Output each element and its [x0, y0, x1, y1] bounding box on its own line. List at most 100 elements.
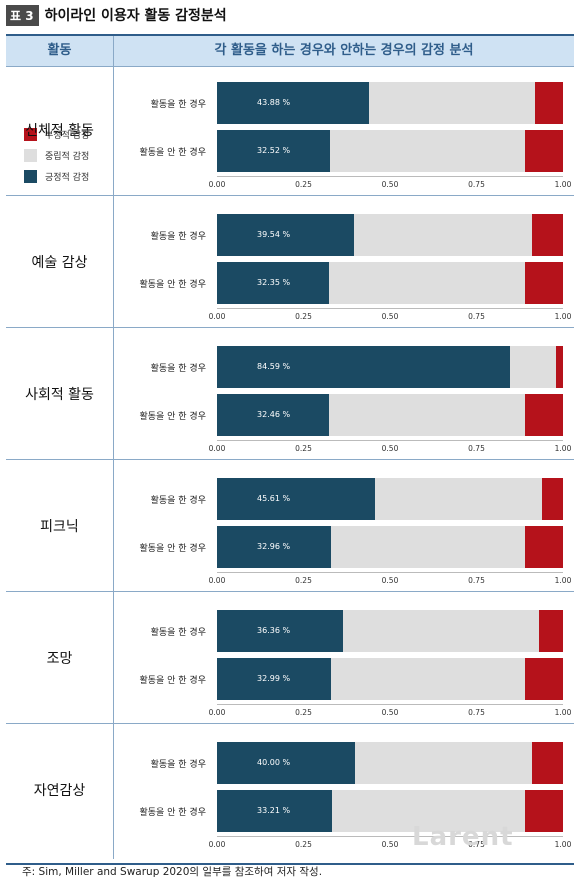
x-tick-label: 0.75	[468, 312, 485, 321]
data-label: 32.46 %	[257, 410, 291, 419]
x-axis-line	[217, 572, 563, 573]
x-tick-label: 0.75	[468, 180, 485, 189]
bar-positive	[217, 790, 332, 832]
legend-swatch-neutral	[24, 149, 37, 162]
x-tick-label: 0.50	[381, 840, 399, 849]
bar-negative	[524, 130, 563, 172]
x-tick-label: 0.25	[295, 444, 312, 453]
activity-label: 예술 감상	[31, 255, 88, 271]
row-label: 활동을 한 경우	[150, 100, 206, 110]
row-label: 활동을 안 한 경우	[139, 544, 206, 554]
bar-negative	[535, 82, 563, 124]
x-tick-label: 0.00	[208, 180, 226, 189]
x-tick-label: 0.75	[468, 576, 485, 585]
legend-item-positive: 긍정적 감정	[24, 166, 89, 187]
legend-label-negative: 부정적 감정	[45, 131, 90, 141]
activity-label: 조망	[46, 651, 73, 667]
x-tick-label: 1.00	[554, 444, 572, 453]
table-title-row: 표 3 하이라인 이용자 활동 감정분석	[6, 4, 227, 26]
x-tick-label: 1.00	[554, 312, 572, 321]
bar-neutral	[329, 394, 525, 436]
x-tick-label: 0.75	[468, 444, 485, 453]
row-label: 활동을 한 경우	[150, 364, 206, 374]
bar-neutral	[331, 526, 525, 568]
panel-separator	[6, 591, 574, 592]
x-axis-line	[217, 440, 563, 441]
data-label: 43.88 %	[257, 98, 291, 107]
x-tick-label: 0.50	[381, 312, 399, 321]
activity-label: 자연감상	[33, 783, 86, 799]
panel-separator	[6, 327, 574, 328]
data-label: 32.99 %	[257, 674, 291, 683]
x-tick-label: 0.00	[208, 444, 226, 453]
legend-label-positive: 긍정적 감정	[45, 173, 90, 183]
bar-positive	[217, 130, 330, 172]
header-activity: 활동	[6, 36, 114, 66]
table-header: 활동 각 활동을 하는 경우와 안하는 경우의 감정 분석	[6, 36, 574, 67]
x-tick-label: 0.50	[381, 708, 399, 717]
row-label: 활동을 안 한 경우	[139, 148, 206, 158]
x-tick-label: 0.75	[468, 708, 485, 717]
bar-neutral	[331, 658, 525, 700]
activity-label: 사회적 활동	[25, 387, 94, 403]
data-label: 84.59 %	[257, 362, 291, 371]
data-label: 33.21 %	[257, 806, 291, 815]
bar-positive	[217, 478, 375, 520]
data-label: 39.54 %	[257, 230, 291, 239]
data-label: 45.61 %	[257, 494, 291, 503]
legend-label-neutral: 중립적 감정	[45, 152, 90, 162]
table-frame: 활동 각 활동을 하는 경우와 안하는 경우의 감정 분석	[6, 34, 574, 865]
panel-separator	[6, 723, 574, 724]
bar-positive	[217, 526, 332, 568]
data-label: 32.96 %	[257, 542, 291, 551]
bar-neutral	[328, 262, 525, 304]
x-tick-label: 0.50	[381, 444, 399, 453]
x-axis-line	[217, 308, 563, 309]
bar-negative	[556, 346, 563, 388]
bar-neutral	[368, 82, 536, 124]
table-number-tag: 표 3	[6, 4, 39, 26]
bar-neutral	[353, 214, 532, 256]
bar-positive	[217, 610, 343, 652]
row-label: 활동을 한 경우	[150, 628, 206, 638]
x-axis-line	[217, 176, 563, 177]
data-label: 32.52 %	[257, 146, 291, 155]
x-tick-label: 1.00	[554, 708, 572, 717]
x-tick-label: 0.25	[295, 840, 312, 849]
bar-neutral	[509, 346, 557, 388]
bar-positive	[217, 742, 356, 784]
watermark-logo: Larent	[412, 822, 514, 852]
bar-positive	[217, 658, 332, 700]
column-divider	[113, 64, 114, 859]
bar-neutral	[329, 130, 525, 172]
row-label: 활동을 한 경우	[150, 496, 206, 506]
x-tick-label: 0.25	[295, 180, 312, 189]
data-label: 36.36 %	[257, 626, 291, 635]
bar-positive	[217, 262, 329, 304]
x-tick-label: 0.75	[468, 840, 485, 849]
activity-label: 신체적 활동	[25, 123, 94, 139]
bar-negative	[524, 658, 563, 700]
x-tick-label: 0.00	[208, 708, 226, 717]
x-tick-label: 0.50	[381, 576, 399, 585]
legend-swatch-negative	[24, 128, 37, 141]
x-tick-label: 1.00	[554, 180, 572, 189]
legend-item-negative: 부정적 감정	[24, 124, 89, 145]
bar-positive	[217, 346, 510, 388]
row-label: 활동을 안 한 경우	[139, 280, 206, 290]
bar-negative	[524, 526, 563, 568]
bar-positive	[217, 214, 354, 256]
x-tick-label: 0.00	[208, 312, 226, 321]
panel-separator	[6, 195, 574, 196]
header-analysis: 각 활동을 하는 경우와 안하는 경우의 감정 분석	[214, 43, 474, 58]
x-tick-label: 0.25	[295, 312, 312, 321]
row-label: 활동을 한 경우	[150, 232, 206, 242]
bar-negative	[524, 790, 563, 832]
bar-negative	[524, 262, 563, 304]
x-tick-label: 1.00	[554, 576, 572, 585]
bar-negative	[531, 742, 563, 784]
x-axis-line	[217, 704, 563, 705]
row-label: 활동을 안 한 경우	[139, 412, 206, 422]
panel-separator	[6, 459, 574, 460]
row-label: 활동을 한 경우	[150, 760, 206, 770]
